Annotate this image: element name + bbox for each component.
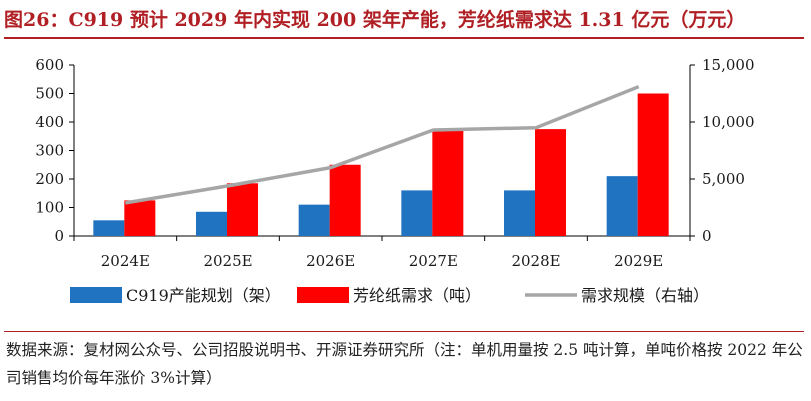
aramid-demand-bar	[227, 183, 258, 236]
demand-line	[125, 85, 640, 205]
chart: 0 100 200 300 400 500 600 0 5,000 10,000 15,000 2…	[35, 56, 755, 305]
aramid-demand-bar	[124, 200, 156, 236]
left-axis: 0 100 200 300 400 500 600	[35, 56, 75, 245]
left-tick-label: 100	[35, 199, 64, 217]
source-note: 数据来源：复材网公众号、公司招股说明书、开源证券研究所（注：单机用量按 2.5 …	[6, 341, 803, 387]
x-tick-label: 2029E	[614, 252, 663, 270]
x-tick-label: 2027E	[409, 252, 458, 270]
aramid-demand-bar	[329, 164, 361, 236]
right-tick-label: 0	[702, 227, 712, 245]
legend-swatch-1	[297, 287, 349, 303]
right-tick-label: 10,000	[702, 113, 755, 131]
right-tick-label: 5,000	[702, 170, 745, 188]
left-tick-label: 0	[54, 227, 64, 245]
capacity-bar	[93, 220, 125, 236]
capacity-bar	[504, 190, 535, 236]
capacity-bar	[298, 204, 330, 236]
right-tick-label: 15,000	[702, 56, 755, 74]
legend-label-0: C919产能规划（架）	[126, 286, 281, 305]
x-tick-label: 2028E	[511, 252, 560, 270]
footer-rule	[4, 331, 804, 332]
bars	[93, 93, 669, 236]
legend-label-2: 需求规模（右轴）	[581, 286, 709, 305]
left-tick-label: 500	[35, 85, 64, 103]
aramid-demand-bar	[432, 130, 464, 236]
aramid-demand-bar	[535, 129, 566, 236]
capacity-bar	[196, 211, 227, 236]
aramid-demand-bar	[637, 93, 669, 236]
right-axis: 0 5,000 10,000 15,000	[689, 56, 755, 245]
left-tick-label: 600	[35, 56, 64, 74]
x-tick-label: 2026E	[306, 252, 355, 270]
legend-label-1: 芳纶纸需求（吨）	[353, 286, 481, 305]
title-rule	[4, 37, 804, 39]
x-axis: 2024E 2025E 2026E 2027E 2028E 2029E	[73, 235, 691, 270]
demand-scale-line	[125, 85, 640, 205]
x-tick-label: 2025E	[203, 252, 252, 270]
left-tick-label: 200	[35, 170, 64, 188]
legend: C919产能规划（架） 芳纶纸需求（吨） 需求规模（右轴）	[70, 286, 709, 305]
legend-swatch-0	[70, 287, 122, 303]
left-tick-label: 400	[35, 113, 64, 131]
capacity-bar	[606, 176, 638, 236]
left-tick-label: 300	[35, 142, 64, 160]
capacity-bar	[401, 190, 433, 236]
x-tick-label: 2024E	[101, 252, 150, 270]
figure-title: 图26：C919 预计 2029 年内实现 200 架年产能，芳纶纸需求达 1.…	[4, 9, 746, 31]
